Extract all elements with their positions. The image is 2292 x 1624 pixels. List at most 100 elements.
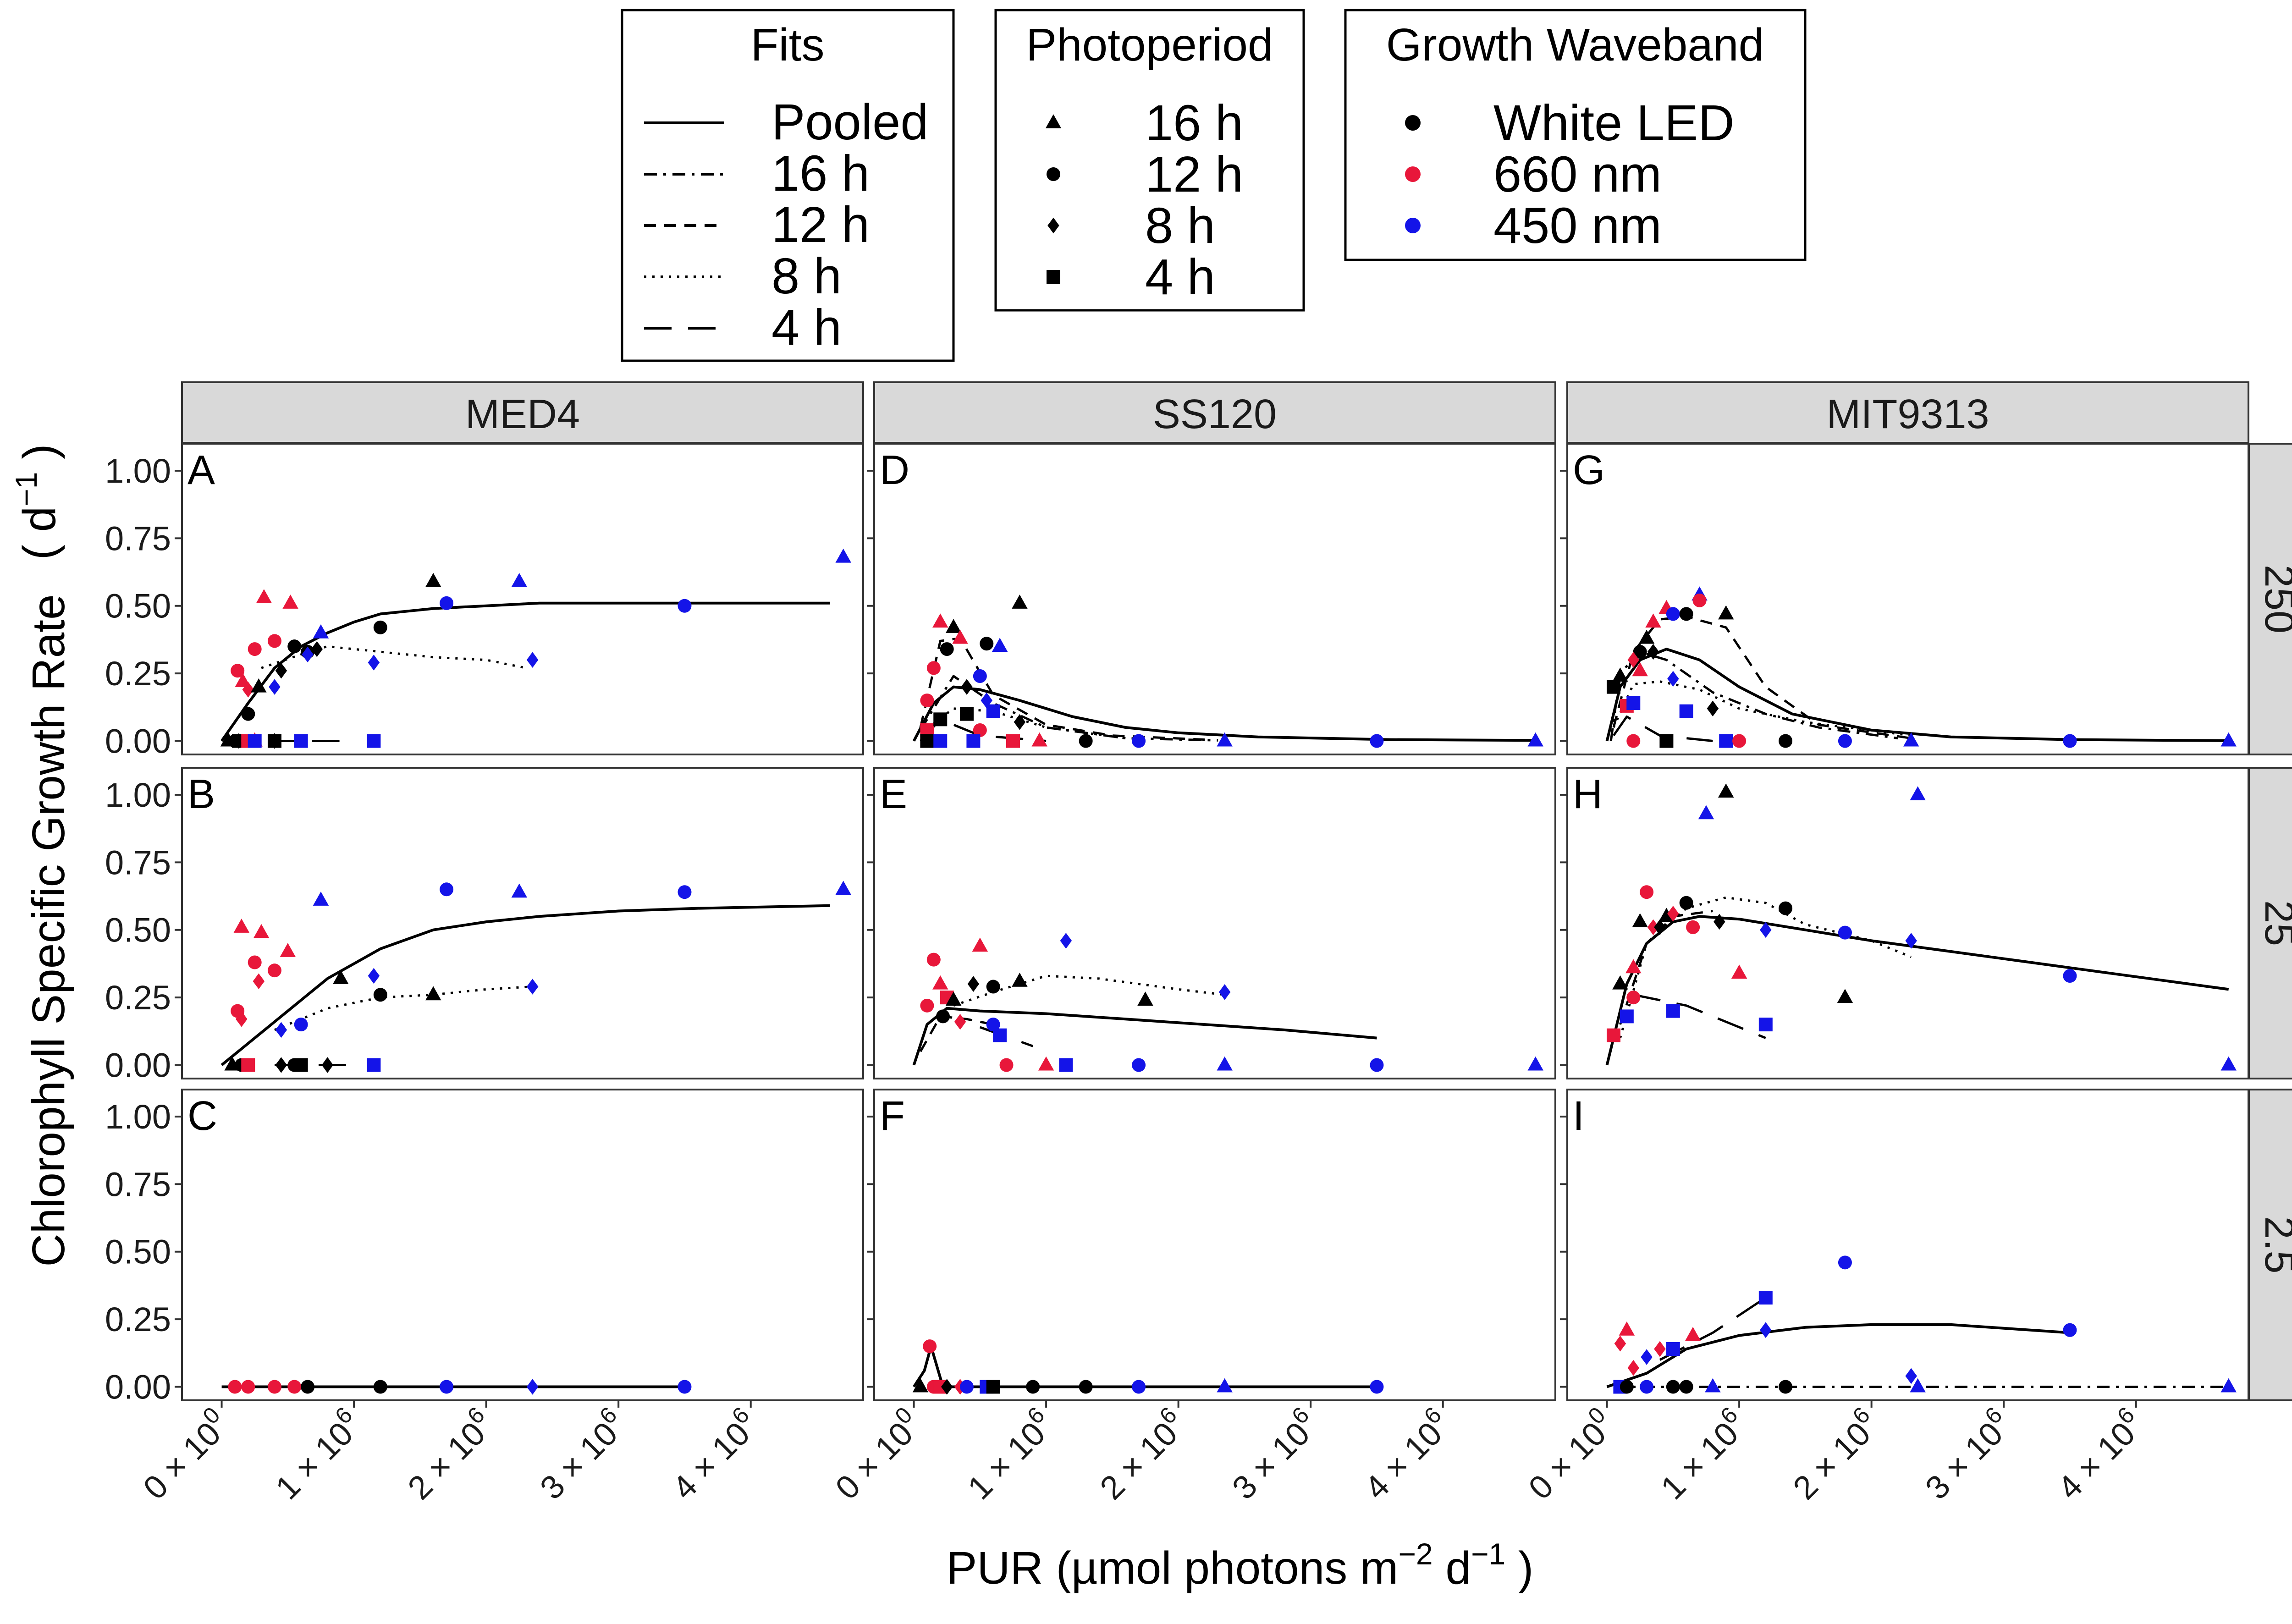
data-point-white-led [1607, 680, 1620, 694]
data-point-white-led [1079, 734, 1093, 748]
data-point-nm450 [966, 734, 980, 748]
data-point-nm450 [1666, 1004, 1680, 1018]
legend-photoperiod-title: Photoperiod [1026, 19, 1273, 71]
legend-photoperiod-label: 4 h [1145, 249, 1215, 305]
row-strip-label: 2.5 [2256, 1216, 2292, 1273]
data-point-nm660 [1640, 885, 1653, 899]
data-point-nm450 [440, 1380, 453, 1394]
data-point-nm450 [367, 734, 380, 748]
legend-photoperiod-label: 12 h [1145, 146, 1243, 203]
y-tick-label: 0.75 [105, 519, 171, 557]
data-point-nm450 [294, 1018, 308, 1031]
legend-photoperiod-marker [1047, 167, 1060, 181]
panel-B: B0.000.250.500.751.00 [105, 768, 863, 1085]
data-point-nm450 [1759, 1291, 1773, 1305]
data-point-nm450 [678, 599, 691, 613]
y-tick-label: 0.50 [105, 587, 171, 625]
legend-fits-title: Fits [750, 19, 824, 71]
x-tick-label: 2 × 106 [1089, 1402, 1194, 1507]
data-point-nm660 [920, 694, 934, 707]
data-point-nm450 [1666, 1342, 1680, 1356]
panel-letter: G [1573, 447, 1605, 493]
panel-frame [1567, 444, 2248, 754]
data-point-nm450 [973, 669, 987, 683]
data-point-nm450 [678, 885, 691, 899]
column-strip-label: MIT9313 [1826, 391, 1989, 437]
panel-E: E [867, 768, 1555, 1079]
x-tick-label: 0 × 100 [132, 1402, 237, 1507]
y-tick-label: 0.25 [105, 1300, 171, 1338]
y-tick-label: 0.00 [105, 1046, 171, 1085]
legend-fit-label: 12 h [771, 197, 870, 253]
data-point-nm660 [268, 1380, 281, 1394]
legend-waveband-title: Growth Waveband [1386, 19, 1764, 71]
data-point-nm450 [2063, 734, 2077, 748]
panel-letter: E [880, 771, 907, 817]
data-point-white-led [936, 1009, 950, 1023]
data-point-white-led [980, 637, 993, 650]
panel-letter: I [1573, 1093, 1584, 1139]
panel-D: D [867, 444, 1555, 754]
panel-frame [182, 1090, 863, 1400]
data-point-nm450 [1838, 734, 1852, 748]
data-point-white-led [1079, 1380, 1093, 1394]
x-tick-label: 1 × 106 [957, 1402, 1061, 1507]
data-point-nm450 [1838, 1255, 1852, 1269]
panel-I: I0 × 100 1 × 106 2 × 106 3 × 106 4 × 106 [1517, 1090, 2248, 1507]
data-point-nm660 [248, 642, 262, 656]
data-point-nm450 [1666, 607, 1680, 621]
y-tick-label: 0.75 [105, 843, 171, 881]
x-tick-label: 4 × 106 [1354, 1402, 1458, 1507]
data-point-white-led [1620, 1380, 1634, 1394]
data-point-nm450 [1370, 1058, 1383, 1072]
x-tick-label: 2 × 106 [397, 1402, 501, 1507]
data-point-white-led [1680, 896, 1693, 910]
legend-fit-label: 16 h [771, 145, 870, 202]
data-point-nm660 [248, 955, 262, 969]
data-point-nm450 [1132, 734, 1146, 748]
y-tick-label: 1.00 [105, 1098, 171, 1136]
legend-photoperiod-label: 16 h [1145, 95, 1243, 151]
data-point-nm660 [1006, 734, 1020, 748]
x-tick-label: 0 × 100 [824, 1402, 929, 1507]
data-point-nm450 [1626, 696, 1640, 710]
data-point-white-led [287, 639, 301, 653]
panel-letter: A [187, 447, 215, 493]
data-point-nm450 [1838, 926, 1852, 940]
y-tick-label: 1.00 [105, 452, 171, 490]
y-axis-unit: ( d−1 ) [9, 444, 65, 560]
data-point-white-led [933, 712, 947, 726]
data-point-nm450 [960, 1380, 974, 1394]
y-tick-label: 0.25 [105, 655, 171, 693]
legend-waveband-label: White LED [1493, 95, 1735, 151]
column-strip-label: MED4 [465, 391, 580, 437]
data-point-nm450 [986, 705, 1000, 718]
data-point-white-led [1666, 1380, 1680, 1394]
y-tick-label: 0.50 [105, 1233, 171, 1271]
data-point-nm450 [1759, 1018, 1773, 1031]
data-point-nm450 [678, 1380, 691, 1394]
data-point-nm660 [927, 661, 941, 675]
panel-letter: D [880, 447, 909, 493]
row-strip-label: 250 [2256, 565, 2292, 633]
data-point-nm450 [2063, 1323, 2077, 1337]
data-point-white-led [1026, 1380, 1040, 1394]
x-tick-label: 4 × 106 [661, 1402, 766, 1507]
data-point-nm450 [1640, 1380, 1653, 1394]
x-tick-label: 3 × 106 [529, 1402, 634, 1507]
x-tick-label: 2 × 106 [1782, 1402, 1887, 1507]
data-point-nm450 [1132, 1058, 1146, 1072]
legend-photoperiod-marker [1047, 270, 1060, 284]
x-tick-label: 4 × 106 [2047, 1402, 2151, 1507]
y-tick-label: 0.00 [105, 1368, 171, 1406]
panel-C: C0.000.250.500.751.000 × 100 1 × 106 2 × 1… [105, 1090, 863, 1507]
panel-G: G [1560, 444, 2248, 754]
y-tick-label: 0.25 [105, 979, 171, 1017]
panel-letter: C [187, 1093, 217, 1139]
data-point-nm660 [1626, 734, 1640, 748]
data-point-white-led [301, 1380, 314, 1394]
data-point-white-led [374, 1380, 387, 1394]
legend-fit-label: Pooled [771, 94, 929, 150]
facet-panels: A0.000.250.500.751.00B0.000.250.500.751.… [105, 444, 2248, 1507]
